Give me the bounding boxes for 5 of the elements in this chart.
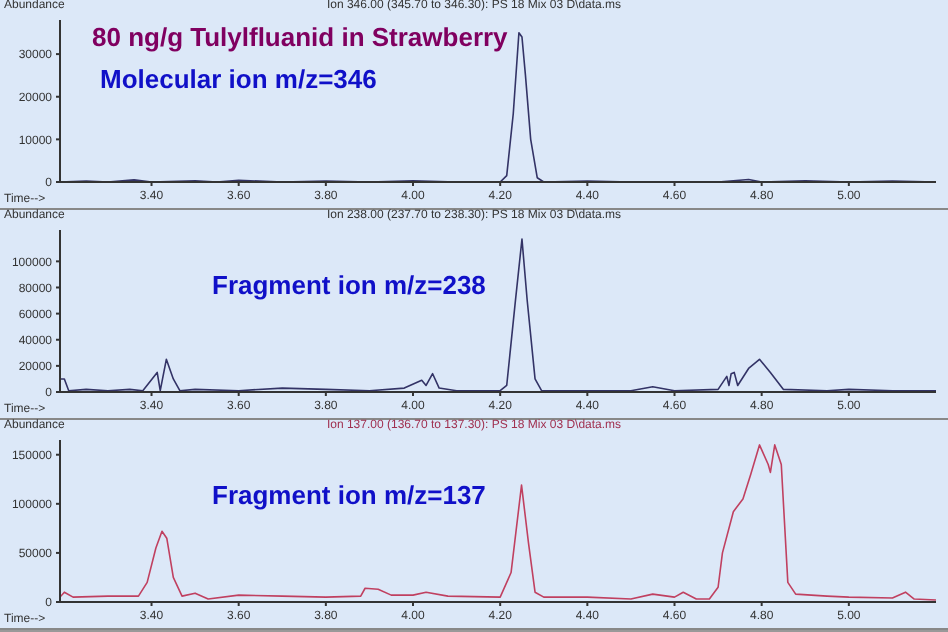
line-series <box>60 444 936 601</box>
chart-title: 80 ng/g Tulylfluanid in Strawberry <box>92 22 508 52</box>
annotation: Molecular ion m/z=346 <box>100 64 377 94</box>
annotation: Fragment ion m/z=238 <box>212 270 486 300</box>
annotation: Fragment ion m/z=137 <box>212 480 486 510</box>
